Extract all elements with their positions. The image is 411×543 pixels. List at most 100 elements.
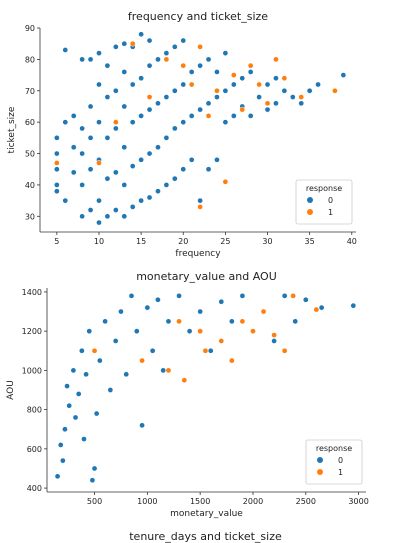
data-point-1 bbox=[247, 62, 254, 69]
data-point-0 bbox=[129, 163, 136, 169]
x-tick-label: 500 bbox=[87, 497, 102, 506]
data-point-0 bbox=[102, 318, 108, 325]
data-point-1 bbox=[230, 72, 237, 78]
data-point-0 bbox=[207, 347, 214, 354]
legend-label: 1 bbox=[338, 468, 343, 477]
data-point-0 bbox=[129, 81, 136, 88]
data-point-0 bbox=[104, 175, 111, 182]
data-point-1 bbox=[91, 347, 98, 354]
data-point-0 bbox=[298, 100, 305, 107]
data-point-0 bbox=[180, 166, 187, 173]
x-tick-label: 15 bbox=[136, 237, 146, 246]
data-point-0 bbox=[256, 94, 262, 100]
data-point-0 bbox=[112, 43, 119, 50]
data-point-1 bbox=[273, 56, 279, 63]
data-point-0 bbox=[104, 94, 111, 100]
data-point-0 bbox=[83, 371, 89, 378]
y-tick-label: 40 bbox=[25, 181, 35, 190]
data-point-0 bbox=[289, 94, 296, 100]
x-tick-label: 2500 bbox=[296, 497, 316, 506]
data-point-1 bbox=[202, 347, 209, 354]
data-point-1 bbox=[281, 347, 288, 354]
legend-marker-0 bbox=[317, 457, 323, 463]
data-point-0 bbox=[146, 194, 153, 201]
data-point-1 bbox=[214, 87, 220, 94]
data-point-0 bbox=[188, 69, 195, 75]
y-tick-label: 60 bbox=[25, 118, 35, 127]
data-point-0 bbox=[70, 144, 77, 151]
legend-label: 0 bbox=[328, 196, 333, 205]
data-point-0 bbox=[139, 422, 145, 429]
data-point-0 bbox=[54, 473, 61, 480]
data-point-0 bbox=[133, 328, 140, 335]
data-point-1 bbox=[239, 318, 246, 325]
x-tick-label: 1500 bbox=[190, 497, 210, 506]
chart-title: frequency and ticket_size bbox=[128, 10, 268, 23]
data-point-1 bbox=[290, 292, 296, 299]
data-point-1 bbox=[281, 75, 288, 82]
legend-marker-1 bbox=[307, 209, 313, 215]
data-point-1 bbox=[139, 357, 145, 364]
data-point-0 bbox=[205, 56, 212, 63]
y-tick-label: 800 bbox=[27, 406, 42, 415]
data-point-0 bbox=[96, 219, 102, 226]
chart-2 bbox=[44, 288, 366, 495]
data-point-1 bbox=[197, 43, 203, 50]
data-point-0 bbox=[214, 69, 220, 75]
data-point-0 bbox=[205, 100, 212, 107]
data-point-0 bbox=[79, 56, 85, 63]
data-point-1 bbox=[250, 328, 256, 335]
data-point-0 bbox=[155, 188, 161, 195]
x-tick-label: 2000 bbox=[243, 497, 263, 506]
data-point-0 bbox=[112, 207, 119, 213]
data-point-0 bbox=[121, 144, 128, 151]
data-point-0 bbox=[112, 125, 119, 132]
data-point-1 bbox=[229, 357, 235, 364]
chart-1 bbox=[37, 27, 356, 235]
data-point-1 bbox=[239, 106, 246, 113]
data-point-0 bbox=[273, 75, 279, 82]
data-point-0 bbox=[87, 207, 94, 213]
y-tick-label: 80 bbox=[25, 55, 35, 64]
data-point-0 bbox=[86, 328, 93, 335]
chart-title: monetary_value and AOU bbox=[136, 270, 277, 283]
data-point-0 bbox=[165, 318, 172, 325]
data-point-0 bbox=[188, 156, 195, 163]
data-point-0 bbox=[138, 75, 144, 82]
y-tick-label: 1000 bbox=[22, 366, 42, 375]
data-point-0 bbox=[138, 113, 144, 119]
data-point-0 bbox=[197, 197, 203, 204]
data-point-0 bbox=[197, 106, 203, 113]
data-point-0 bbox=[121, 182, 128, 188]
data-point-0 bbox=[222, 50, 229, 56]
data-point-1 bbox=[54, 160, 60, 166]
data-point-1 bbox=[264, 100, 271, 107]
data-point-0 bbox=[340, 72, 347, 78]
data-point-0 bbox=[66, 402, 73, 409]
data-point-0 bbox=[176, 292, 182, 299]
data-point-1 bbox=[271, 332, 277, 338]
data-point-0 bbox=[121, 40, 128, 47]
legend-marker-0 bbox=[307, 197, 313, 203]
data-point-0 bbox=[171, 43, 178, 50]
data-point-0 bbox=[138, 156, 144, 163]
data-point-0 bbox=[104, 62, 111, 69]
data-point-0 bbox=[79, 213, 85, 220]
data-point-1 bbox=[332, 87, 338, 94]
data-point-1 bbox=[298, 94, 305, 100]
data-point-0 bbox=[79, 125, 85, 132]
data-point-0 bbox=[70, 367, 77, 374]
data-point-0 bbox=[197, 308, 204, 315]
data-point-0 bbox=[222, 87, 229, 94]
data-point-0 bbox=[123, 371, 130, 378]
y-tick-label: 50 bbox=[25, 150, 35, 159]
data-point-0 bbox=[87, 134, 94, 141]
x-tick-label: 5 bbox=[54, 237, 59, 246]
data-point-0 bbox=[273, 100, 279, 107]
data-point-0 bbox=[128, 292, 135, 299]
data-point-1 bbox=[188, 81, 195, 88]
x-axis-label: frequency bbox=[175, 249, 221, 259]
data-point-0 bbox=[121, 69, 128, 75]
data-point-0 bbox=[144, 304, 151, 311]
